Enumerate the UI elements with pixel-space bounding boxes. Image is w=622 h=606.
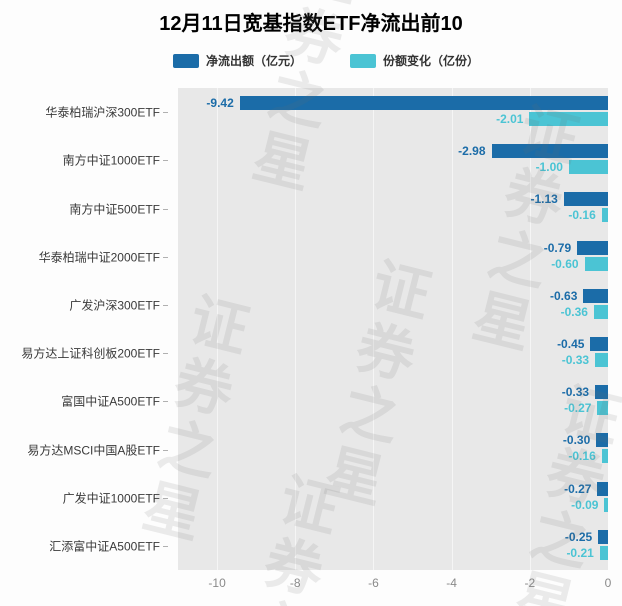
x-tick-label: -2 — [524, 576, 536, 590]
share-change-value: -0.60 — [551, 256, 579, 271]
net-outflow-value: -2.98 — [458, 144, 486, 159]
category-label: 易方达上证科创板200ETF — [21, 346, 160, 361]
legend-swatch-share-change — [350, 53, 376, 68]
x-tick-label: -8 — [289, 576, 301, 590]
y-axis-labels: 华泰柏瑞沪深300ETF 南方中证1000ETF 南方中证500ETF 华泰柏瑞中证2… — [0, 88, 168, 570]
category-label: 广发沪深300ETF — [69, 298, 160, 313]
net-outflow-bar — [491, 144, 608, 159]
y-axis-tick — [163, 256, 168, 258]
share-change-bar — [597, 401, 608, 416]
share-change-bar — [601, 208, 608, 223]
net-outflow-value: -0.45 — [557, 337, 585, 351]
net-outflow-value: -0.79 — [543, 240, 572, 255]
x-tick-label: -6 — [368, 576, 379, 590]
net-outflow-bar — [583, 288, 608, 303]
chart-title: 12月11日宽基指数ETF净流出前10 — [159, 13, 463, 35]
y-axis-tick — [163, 401, 168, 403]
net-outflow-bar — [597, 481, 608, 496]
y-axis-tick — [163, 449, 168, 451]
net-outflow-value: -0.25 — [564, 529, 593, 544]
legend-label-share-change: 份额变化（亿份） — [383, 54, 480, 68]
category-label: 富国中证A500ETF — [61, 394, 160, 409]
net-outflow-value: -0.33 — [561, 385, 590, 400]
y-axis-tick — [163, 353, 168, 355]
share-change-bar — [529, 112, 608, 126]
net-outflow-bar — [596, 433, 608, 448]
net-outflow-value: -1.13 — [530, 192, 558, 207]
net-outflow-bar — [577, 240, 608, 255]
share-change-value: -0.36 — [560, 304, 588, 319]
net-outflow-bar — [598, 529, 608, 544]
plot-area: -9.42 -2.01 -2.98 -1.00 -1.13 -0.16 -0.79 -0.60… — [178, 88, 608, 570]
share-change-value: -0.21 — [566, 545, 594, 560]
x-tick-label: 0 — [604, 576, 612, 590]
category-label: 汇添富中证A500ETF — [49, 539, 160, 554]
net-outflow-value: -9.42 — [206, 96, 234, 110]
y-axis-tick — [163, 208, 168, 210]
x-tick-label: -10 — [208, 576, 226, 590]
share-change-bar — [593, 304, 608, 319]
category-label: 南方中证500ETF — [69, 202, 160, 216]
y-axis-tick — [163, 112, 168, 114]
x-tick-label: -4 — [446, 576, 457, 590]
y-axis-tick — [163, 497, 168, 499]
legend-item-share-change[interactable]: 份额变化（亿份） — [350, 52, 479, 69]
net-outflow-value: -0.63 — [550, 288, 578, 303]
share-change-value: -1.00 — [535, 160, 563, 175]
category-label: 南方中证1000ETF — [62, 153, 160, 168]
category-label: 广发中证1000ETF — [62, 491, 160, 506]
gridline — [529, 88, 531, 570]
legend-swatch-net-outflow — [172, 53, 199, 68]
category-label: 华泰柏瑞沪深300ETF — [45, 105, 160, 120]
share-change-value: -0.16 — [568, 449, 596, 464]
gridline — [295, 88, 297, 570]
share-change-bar — [595, 353, 608, 367]
category-label: 华泰柏瑞中证2000ETF — [38, 250, 160, 265]
net-outflow-bar — [590, 337, 608, 351]
y-axis-tick — [163, 545, 168, 547]
net-outflow-value: -0.27 — [564, 481, 592, 496]
gridline — [451, 88, 453, 570]
share-change-value: -0.09 — [571, 497, 599, 512]
category-label: 易方达MSCI中国A股ETF — [27, 443, 160, 457]
x-axis-labels: -10 -8 -6 -4 -2 0 — [178, 576, 611, 596]
share-change-value: -0.27 — [564, 401, 592, 416]
net-outflow-bar — [595, 385, 608, 400]
legend-item-net-outflow[interactable]: 净流出额（亿元） — [172, 52, 302, 69]
share-change-bar — [604, 497, 608, 512]
share-change-bar — [599, 545, 608, 560]
net-outflow-bar — [239, 96, 608, 110]
gridline — [217, 88, 219, 570]
share-change-value: -0.16 — [568, 208, 596, 223]
gridline — [373, 88, 375, 570]
share-change-value: -2.01 — [496, 112, 524, 126]
share-change-value: -0.33 — [561, 353, 590, 367]
net-outflow-value: -0.30 — [562, 433, 591, 448]
net-outflow-bar — [563, 192, 608, 207]
legend-label-net-outflow: 净流出额（亿元） — [205, 54, 302, 68]
share-change-bar — [584, 256, 608, 271]
legend: 净流出额（亿元） 份额变化（亿份） — [30, 52, 622, 69]
share-change-bar — [568, 160, 608, 175]
y-axis-tick — [163, 160, 168, 162]
share-change-bar — [601, 449, 608, 464]
y-axis-tick — [163, 304, 168, 306]
